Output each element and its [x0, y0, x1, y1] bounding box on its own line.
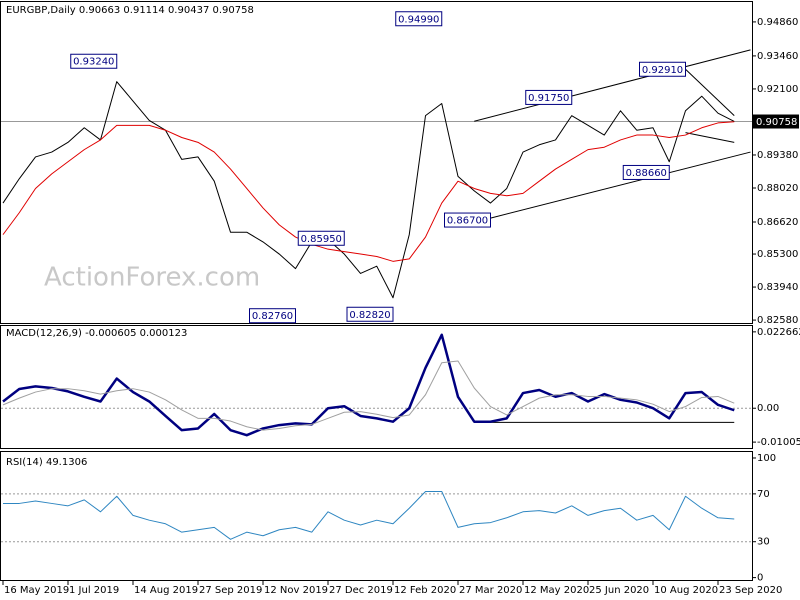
annotation-label: 0.85950 — [301, 234, 342, 245]
trend-line — [685, 68, 735, 116]
annotation-box — [249, 308, 296, 324]
x-tick-label: 10 Aug 2020 — [654, 585, 718, 596]
y-tick-label: 0 — [757, 573, 763, 584]
annotation-box — [444, 212, 491, 228]
series-line — [3, 490, 735, 540]
trend-line — [474, 49, 751, 122]
x-tick-label: 27 Sep 2019 — [199, 585, 262, 596]
annotation-label: 0.86700 — [447, 216, 488, 227]
rsi-panel — [0, 451, 753, 581]
y-tick-label: 0.86620 — [757, 217, 798, 228]
annotation-label: 0.88660 — [626, 168, 667, 179]
y-tick-label: 0.94860 — [757, 17, 798, 28]
series-line — [2, 81, 735, 299]
x-tick-label: 16 May 2019 — [4, 585, 69, 596]
y-tick-label: 0.82580 — [757, 315, 798, 326]
x-tick-label: 27 Dec 2019 — [329, 585, 393, 596]
panel-title: RSI(14) 49.1306 — [6, 457, 87, 468]
annotation-label: 0.92910 — [642, 65, 683, 76]
x-tick-label: 14 Aug 2019 — [134, 585, 198, 596]
annotation-box — [346, 306, 394, 322]
series-line — [2, 121, 735, 262]
watermark: ActionForex.com — [44, 263, 260, 293]
panel-title: MACD(12,26,9) -0.000605 0.000123 — [6, 328, 187, 339]
y-tick-label: 0.85300 — [757, 249, 798, 260]
y-tick-label: 0.83940 — [757, 282, 798, 293]
annotation-label: 0.93240 — [73, 57, 114, 68]
y-tick-label: 0.00 — [757, 403, 779, 414]
y-tick-label: 0.93460 — [757, 51, 798, 62]
y-tick-label: 0.88020 — [757, 183, 798, 194]
y-tick-label: 30 — [757, 537, 770, 548]
panel-title: EURGBP,Daily 0.90663 0.91114 0.90437 0.9… — [6, 5, 254, 16]
trend-line — [490, 151, 751, 219]
y-tick-label: 0.89380 — [757, 150, 798, 161]
annotation-box — [395, 11, 443, 27]
annotation-label: 0.91750 — [528, 93, 569, 104]
x-tick-label: 1 Jul 2019 — [69, 585, 119, 596]
annotation-box — [622, 164, 670, 180]
macd-panel — [0, 325, 753, 449]
price-panel — [0, 1, 753, 324]
x-tick-label: 12 Nov 2019 — [264, 585, 328, 596]
y-tick-label: 0.022662 — [757, 327, 800, 338]
last-price-box — [753, 114, 799, 129]
y-tick-label: 0.92100 — [757, 84, 798, 95]
y-tick-label: 100 — [757, 453, 776, 464]
y-tick-label: 70 — [757, 489, 770, 500]
last-price-label: 0.90758 — [756, 117, 797, 128]
series-line — [2, 360, 735, 431]
annotation-box — [297, 230, 345, 246]
trend-line — [685, 132, 735, 143]
annotation-box — [525, 89, 573, 105]
x-tick-label: 25 Jun 2020 — [589, 585, 649, 596]
x-tick-label: 12 May 2020 — [524, 585, 589, 596]
annotation-label: 0.94990 — [398, 14, 439, 25]
annotation-box — [70, 53, 118, 69]
y-tick-label: -0.010052 — [757, 437, 800, 448]
annotation-box — [639, 61, 686, 77]
annotation-label: 0.82820 — [349, 310, 390, 321]
x-tick-label: 12 Feb 2020 — [394, 585, 456, 596]
annotation-label: 0.82760 — [252, 311, 293, 322]
x-tick-label: 23 Sep 2020 — [719, 585, 782, 596]
x-tick-label: 27 Mar 2020 — [459, 585, 522, 596]
